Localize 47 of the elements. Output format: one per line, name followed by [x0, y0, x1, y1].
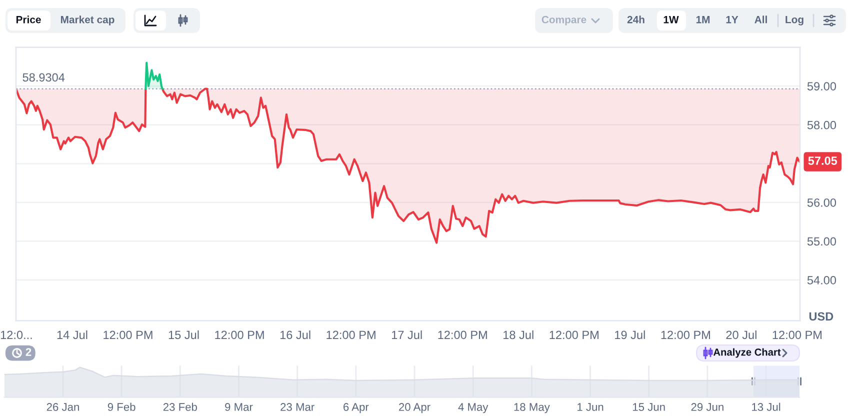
- text: Market cap: [60, 16, 114, 26]
- x-tick-label: 20 Apr: [399, 403, 430, 414]
- x-tick-label: 12:00 PM: [326, 330, 376, 340]
- x-tick-label: 4 May: [458, 403, 488, 414]
- x-tick-label: 12:00 PM: [661, 330, 710, 340]
- x-tick-label: 12:00 PM: [550, 330, 598, 340]
- x-tick-label: 23 Feb: [163, 402, 197, 411]
- y-tick-label: 54.00: [807, 276, 836, 284]
- x-tick-label: 23 Mar: [280, 403, 314, 411]
- x-tick-label: 19 Jul: [615, 330, 645, 340]
- x-tick-label: 17 Jul: [392, 330, 422, 340]
- x-tick-label: 20 Jul: [726, 330, 756, 340]
- x-tick-label: 29 Jun: [691, 403, 724, 411]
- x-tick-label: 14 Jul: [57, 330, 88, 340]
- x-tick-label: 12:00 PM: [438, 330, 487, 340]
- x-tick-label: 9 Feb: [108, 402, 136, 411]
- x-tick-label: 26 Jan: [46, 403, 79, 411]
- x-tick-label: 12:00 PM: [772, 330, 822, 340]
- y-axis-title: USD: [809, 312, 834, 321]
- y-tick-label: 59.00: [807, 82, 836, 90]
- text: Analyze Chart: [713, 348, 781, 358]
- text: Price: [16, 16, 41, 24]
- text: 24h: [627, 16, 644, 24]
- x-tick-label: 9 Mar: [225, 403, 253, 411]
- text: 2: [26, 348, 32, 356]
- x-tick-label: 18 Jul: [504, 330, 534, 340]
- text: 1Y: [726, 16, 738, 24]
- y-tick-label: 55.00: [807, 237, 836, 246]
- x-tick-label: 15 Jul: [168, 330, 199, 340]
- x-tick-label: 18 May: [514, 403, 550, 414]
- ref-line-label: 58.9304: [22, 73, 65, 82]
- x-tick-label: 13 Jul: [752, 402, 780, 411]
- x-tick-label: 12:00 PM: [104, 330, 152, 340]
- x-tick-label: 15 Jun: [633, 403, 665, 411]
- text: Compare: [542, 16, 586, 26]
- x-tick-label: 1 Jun: [578, 403, 604, 411]
- text: 1W: [664, 16, 679, 24]
- y-tick-label: 56.00: [807, 198, 836, 207]
- text: All: [754, 16, 767, 24]
- y-tick-label: 58.00: [807, 120, 836, 130]
- x-tick-label: 6 Apr: [344, 403, 369, 414]
- text: 1M: [696, 16, 710, 24]
- text: Log: [786, 16, 804, 26]
- x-tick-label: 12:0...: [0, 330, 32, 340]
- x-tick-label: 12:00 PM: [215, 330, 264, 340]
- x-tick-label: 16 Jul: [280, 330, 310, 340]
- annotation: 57.05: [808, 156, 838, 165]
